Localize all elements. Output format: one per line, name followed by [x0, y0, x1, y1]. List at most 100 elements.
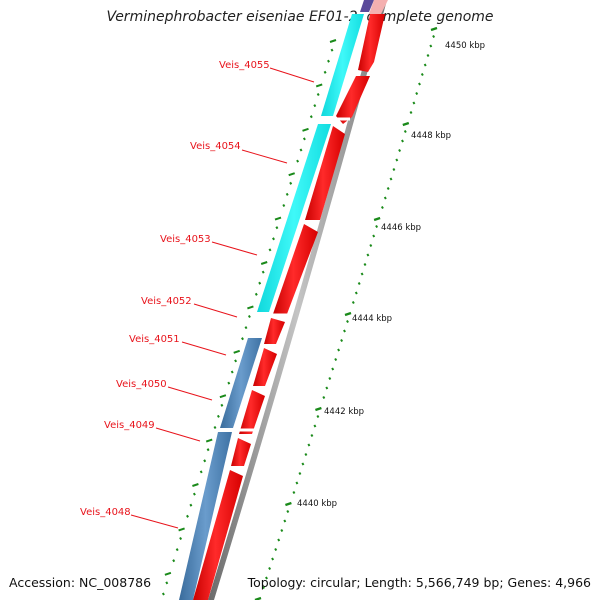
scale-minor-tick: [389, 177, 393, 181]
cyan-feature-track[interactable]: [257, 14, 364, 312]
gc-major-tick: [164, 571, 172, 576]
scale-minor-tick: [426, 53, 430, 58]
gc-major-tick: [260, 261, 268, 265]
scale-minor-tick: [360, 272, 364, 276]
gene-label-veis-4054[interactable]: Veis_4054: [190, 141, 241, 152]
scale-minor-tick: [418, 82, 421, 86]
gc-minor-tick: [261, 270, 265, 274]
gene-label-veis-4050[interactable]: Veis_4050: [116, 379, 167, 390]
scale-major-tick: [430, 26, 438, 32]
gene-label-veis-4049[interactable]: Veis_4049: [104, 420, 155, 431]
cyan-feature-lower[interactable]: [257, 124, 331, 312]
gc-minor-tick: [220, 403, 224, 407]
cds-veis-4053-arrow[interactable]: [273, 224, 318, 314]
cds-veis-4051-arrow[interactable]: [253, 348, 277, 386]
kbp-label-4444: 4444 kbp: [352, 314, 392, 324]
gc-minor-tick: [230, 370, 234, 374]
scale-minor-tick: [325, 386, 329, 390]
steelblue-feature-upper[interactable]: [220, 338, 262, 428]
gc-major-tick: [178, 527, 185, 532]
scale-major-tick: [402, 121, 410, 127]
scale-minor-tick: [283, 519, 287, 523]
scale-minor-tick: [380, 205, 384, 210]
gc-major-tick: [233, 349, 241, 354]
gc-major-tick: [205, 438, 213, 443]
gc-minor-tick: [296, 159, 300, 163]
scale-minor-tick: [375, 224, 379, 229]
gc-minor-tick: [302, 137, 306, 141]
gc-major-tick: [274, 216, 282, 221]
scale-minor-tick: [265, 576, 268, 580]
scale-minor-tick: [363, 262, 367, 267]
backbone-ring: [208, 0, 387, 600]
gc-minor-tick: [227, 381, 231, 385]
scale-minor-tick: [262, 585, 265, 590]
scale-minor-tick: [340, 338, 344, 343]
gc-minor-tick: [254, 292, 258, 296]
cds-veis-4055-arrow[interactable]: [358, 14, 385, 72]
scale-minor-tick: [268, 566, 272, 571]
gc-major-tick: [192, 483, 199, 487]
kbp-label-4450: 4450 kbp: [445, 41, 485, 51]
scale-minor-tick: [328, 376, 332, 381]
scale-minor-tick: [366, 253, 370, 257]
gc-minor-tick: [272, 237, 275, 241]
cds-veis-4054a-arrow[interactable]: [336, 76, 370, 124]
feature-top-purple: [360, 0, 374, 12]
cds-veis-4048-arrow[interactable]: [193, 470, 243, 600]
map-title: Verminephrobacter eiseniae EF01-2, compl…: [106, 9, 494, 25]
gc-minor-tick: [330, 48, 334, 52]
scale-major-tick: [373, 216, 381, 222]
cds-veis-4052-arrow[interactable]: [264, 318, 285, 344]
gc-minor-tick: [203, 459, 207, 463]
gc-minor-tick: [189, 503, 193, 507]
scale-minor-tick: [295, 481, 299, 485]
gc-minor-tick: [309, 115, 313, 119]
scale-minor-tick: [322, 395, 326, 400]
scale-major-tick: [285, 501, 292, 507]
gc-minor-tick: [268, 248, 272, 252]
steelblue-feature-track[interactable]: [179, 338, 262, 600]
cds-veis-4050-arrow[interactable]: [239, 390, 265, 434]
gc-major-tick: [329, 39, 337, 43]
scale-minor-tick: [429, 44, 433, 48]
scale-minor-tick: [271, 557, 275, 561]
scale-minor-tick: [357, 281, 361, 286]
scale-minor-tick: [343, 329, 346, 333]
gc-minor-tick: [244, 326, 248, 330]
scale-minor-tick: [354, 291, 358, 295]
scale-minor-tick: [369, 243, 373, 248]
feature-top-pink: [369, 0, 388, 14]
cds-veis-4054b-arrow[interactable]: [305, 126, 345, 220]
gc-minor-tick: [313, 104, 317, 108]
gene-label-connectors: [130, 67, 315, 529]
gc-major-tick: [315, 83, 323, 88]
cyan-feature-upper[interactable]: [321, 14, 364, 116]
scale-minor-tick: [395, 158, 399, 162]
scale-track: [254, 26, 438, 600]
scale-minor-tick: [351, 300, 355, 305]
red-cds-track[interactable]: [193, 14, 385, 600]
gene-label-veis-4053[interactable]: Veis_4053: [160, 234, 211, 245]
scale-minor-tick: [346, 319, 349, 324]
gc-minor-tick: [275, 226, 279, 230]
gene-label-veis-4051[interactable]: Veis_4051: [129, 334, 180, 345]
kbp-label-4442: 4442 kbp: [324, 407, 364, 417]
gene-label-veis-4048[interactable]: Veis_4048: [80, 507, 131, 518]
gc-minor-tick: [161, 592, 165, 596]
gc-minor-tick: [234, 359, 238, 363]
cds-veis-4049-arrow[interactable]: [231, 438, 251, 466]
gc-minor-tick: [186, 514, 189, 518]
gene-label-veis-4055[interactable]: Veis_4055: [219, 60, 270, 71]
gene-label-veis-4052[interactable]: Veis_4052: [141, 296, 192, 307]
gc-minor-tick: [213, 425, 217, 430]
steelblue-feature-lower[interactable]: [179, 432, 232, 600]
gc-minor-tick: [165, 581, 169, 585]
gc-minor-tick: [175, 548, 179, 552]
gc-minor-tick: [327, 59, 330, 63]
scale-minor-tick: [310, 433, 314, 438]
scale-minor-tick: [316, 414, 320, 419]
kbp-label-4446: 4446 kbp: [381, 223, 421, 233]
gc-minor-tick: [179, 536, 183, 541]
